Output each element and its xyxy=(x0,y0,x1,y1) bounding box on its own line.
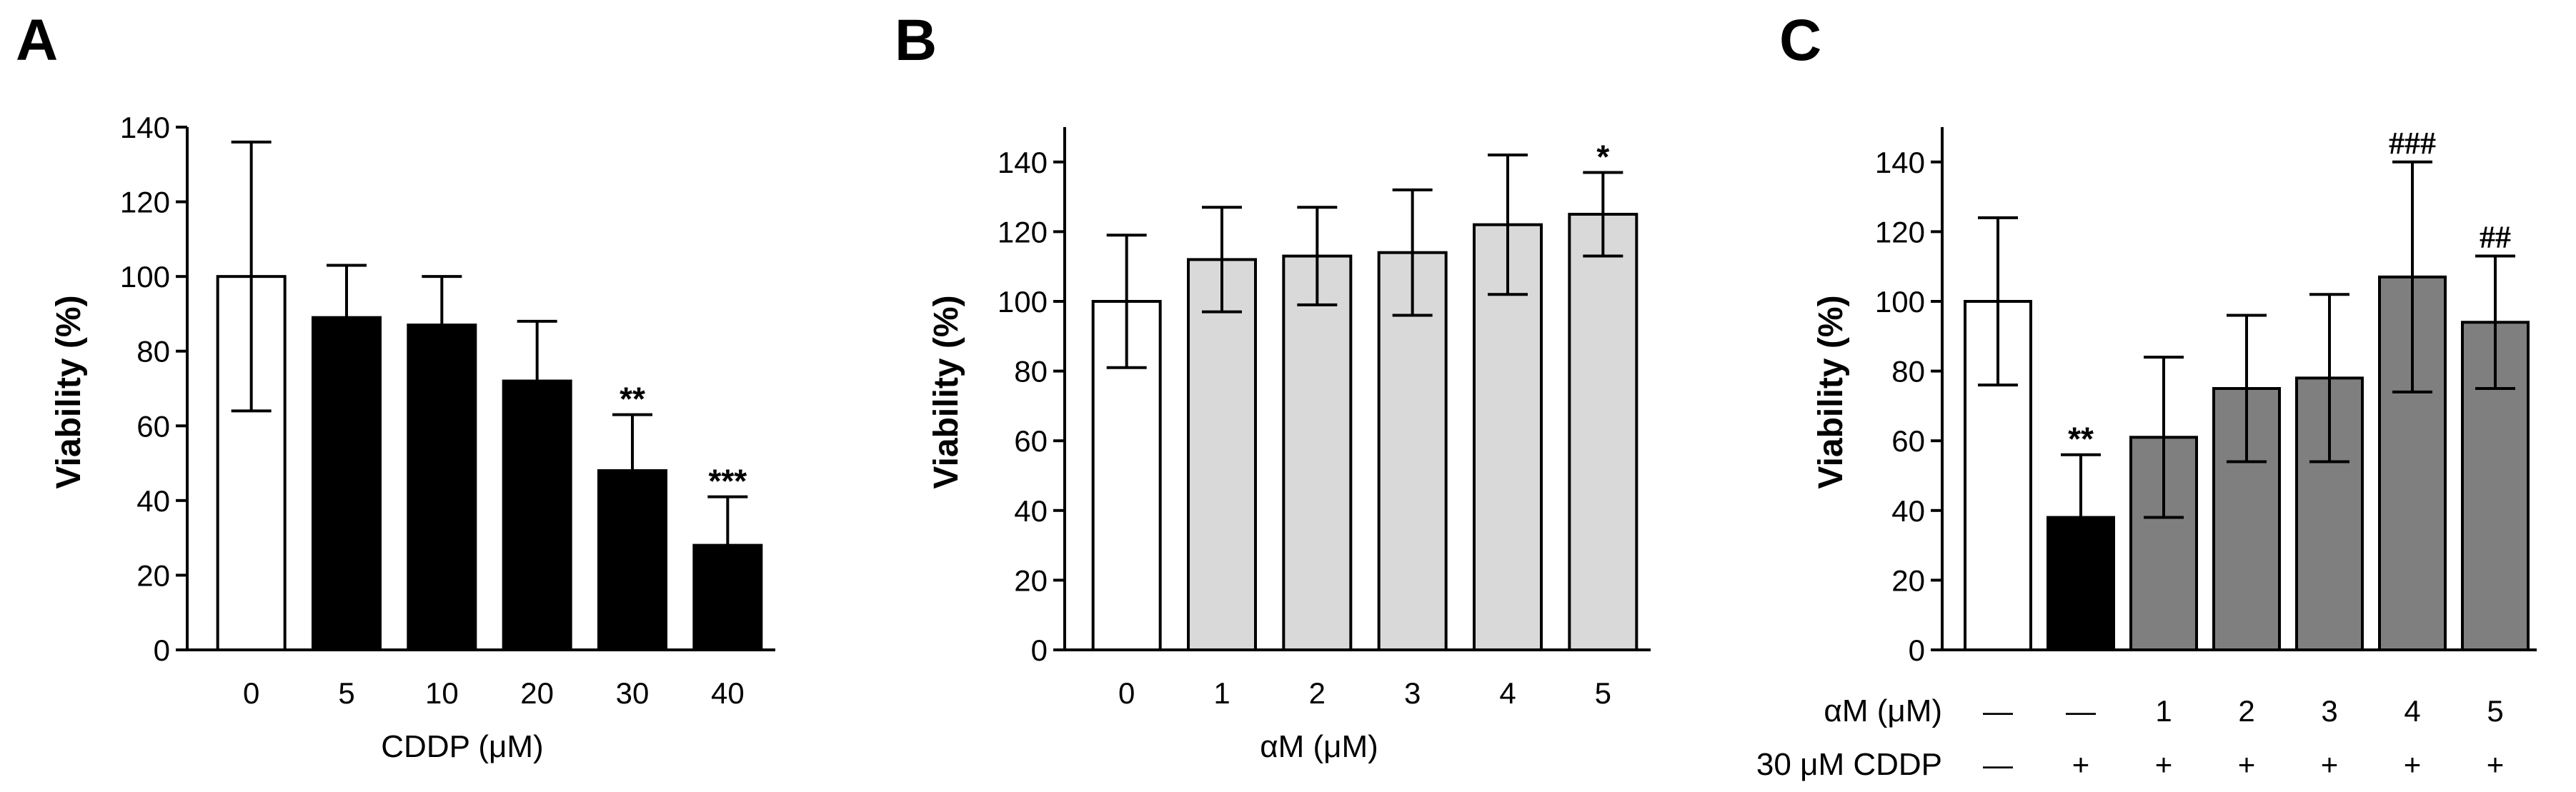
panel-a-x-tick-label: 40 xyxy=(711,676,745,710)
panel-c-significance-marker: ## xyxy=(2480,220,2511,255)
panel-b-y-axis-label: Viability (%) xyxy=(928,295,965,488)
panel-a-significance-marker: *** xyxy=(708,463,747,500)
panel-a-y-tick-label: 0 xyxy=(154,633,170,667)
panel-c-row-label-am: αM (μM) xyxy=(1824,693,1942,728)
panel-c-y-tick-label: 40 xyxy=(1891,494,1925,528)
panel-c-y-tick-label: 60 xyxy=(1891,424,1925,458)
panel-a-bar xyxy=(407,324,477,651)
panel-c-bar xyxy=(2461,321,2530,651)
panel-c-row-am-value: 5 xyxy=(2487,694,2503,728)
panel-c-y-tick-label: 120 xyxy=(1875,215,1925,249)
panel-c-row-cddp-value: + xyxy=(2155,748,2173,781)
panel-a-y-tick-label: 60 xyxy=(136,409,170,443)
panel-c-row-am-value: 4 xyxy=(2404,694,2420,728)
panel-c-y-tick-label: 100 xyxy=(1875,285,1925,319)
panel-c-row-am-value: — xyxy=(2066,694,2096,728)
panel-b-y-tick-label: 120 xyxy=(998,215,1048,249)
panel-a-x-tick-label: 5 xyxy=(338,676,354,710)
panel-c-significance-marker: ** xyxy=(2068,421,2094,458)
panel-b-x-tick-label: 1 xyxy=(1213,676,1230,710)
panel-b-y-tick-label: 80 xyxy=(1014,355,1048,389)
panel-b-x-tick-label: 5 xyxy=(1595,676,1611,710)
panel-a-y-tick-label: 120 xyxy=(120,186,170,219)
panel-a-x-tick-label: 10 xyxy=(425,676,459,710)
panel-b-bar xyxy=(1187,258,1257,651)
panel-a-bar xyxy=(312,316,382,651)
panel-c-row-cddp-value: — xyxy=(1983,748,2013,781)
panel-a-x-tick-label: 0 xyxy=(243,676,259,710)
panel-a-y-tick-label: 20 xyxy=(136,558,170,592)
panel-b: B 0 20 40 60 80 100 120 140 0 1 2 3 4 * 5 Viability (%… xyxy=(895,8,1651,764)
panel-c-bar xyxy=(2378,275,2447,651)
panel-c-y-tick-label: 140 xyxy=(1875,146,1925,179)
panel-b-y-tick-label: 140 xyxy=(998,146,1048,179)
panel-a-y-tick-label: 40 xyxy=(136,484,170,518)
panel-c-row-cddp-value: + xyxy=(2487,748,2505,781)
panel-b-y-tick-label: 20 xyxy=(1014,563,1048,597)
panel-c-y-tick-label: 0 xyxy=(1909,633,1925,667)
panel-a-significance-marker: ** xyxy=(620,381,645,418)
panel-b-plot: 0 20 40 60 80 100 120 140 0 1 2 3 4 * 5 xyxy=(998,127,1651,710)
panel-c-row-am-value: 2 xyxy=(2238,694,2254,728)
panel-a-y-tick-label: 100 xyxy=(120,260,170,294)
panel-b-x-tick-label: 3 xyxy=(1404,676,1421,710)
panel-letter-c: C xyxy=(1779,8,1821,73)
panel-b-y-tick-label: 100 xyxy=(998,285,1048,319)
panel-letter-a: A xyxy=(16,8,58,73)
panel-a-x-axis-label: CDDP (μM) xyxy=(381,729,543,764)
panel-a-y-axis-label: Viability (%) xyxy=(50,295,88,488)
panel-c-row-am-value: 3 xyxy=(2321,694,2337,728)
panel-a-y-tick-label: 80 xyxy=(136,335,170,369)
panel-c-row-am-value: — xyxy=(1983,694,2013,728)
panel-a-x-tick-label: 30 xyxy=(616,676,650,710)
panel-c-y-tick-label: 80 xyxy=(1891,355,1925,389)
panel-b-x-tick-label: 0 xyxy=(1118,676,1135,710)
panel-b-y-tick-label: 40 xyxy=(1014,494,1048,528)
panel-a-y-tick-label: 140 xyxy=(120,111,170,144)
panel-c-row-cddp-value: + xyxy=(2072,748,2090,781)
panel-letter-b: B xyxy=(895,8,937,73)
panel-b-y-tick-label: 60 xyxy=(1014,424,1048,458)
panel-c-row-cddp-value: + xyxy=(2404,748,2422,781)
panel-c-row-am-value: 1 xyxy=(2155,694,2172,728)
panel-b-bar xyxy=(1282,254,1353,651)
panel-b-significance-marker: * xyxy=(1596,138,1609,175)
panel-a-x-tick-label: 20 xyxy=(520,676,554,710)
panel-c-row-label-cddp: 30 μM CDDP xyxy=(1756,747,1942,782)
panel-b-x-tick-label: 2 xyxy=(1309,676,1326,710)
panel-c-row-cddp-value: + xyxy=(2321,748,2339,781)
panel-b-bar xyxy=(1377,251,1448,651)
panel-c-row-cddp-value: + xyxy=(2238,748,2256,781)
panel-b-x-axis-label: αM (μM) xyxy=(1260,729,1378,764)
panel-c-y-axis-label: Viability (%) xyxy=(1812,295,1850,488)
panel-c-y-tick-label: 20 xyxy=(1891,563,1925,597)
panel-c-significance-marker: ### xyxy=(2389,126,2436,161)
panel-b-x-tick-label: 4 xyxy=(1499,676,1516,710)
panel-a: A 0 20 40 60 80 100 120 140 0 5 10 20 ** 30 *** 40 Viab… xyxy=(16,8,775,764)
panel-b-y-tick-label: 0 xyxy=(1031,633,1048,667)
panel-a-plot: 0 20 40 60 80 100 120 140 0 5 10 20 ** 30 *** 40 xyxy=(120,111,775,710)
panel-b-bar xyxy=(1568,213,1638,651)
